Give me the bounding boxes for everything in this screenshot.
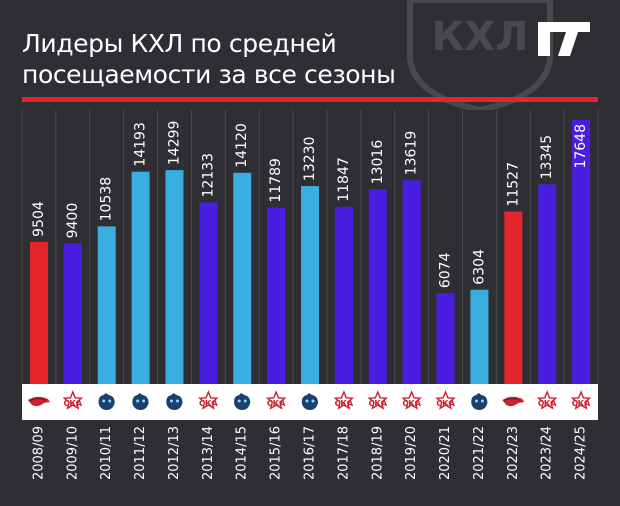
svg-text:СКА: СКА [267, 399, 286, 408]
bar [470, 289, 489, 384]
svg-text:СКА: СКА [402, 399, 421, 408]
hawk-icon [27, 396, 50, 407]
team-icons: СКА СКА СКА СКА СКА СКА СКА СКА СКА [27, 390, 592, 410]
bar-value-label: 9504 [31, 201, 47, 237]
svg-text:СКА: СКА [335, 399, 354, 408]
x-tick-label: 2013/14 [201, 426, 216, 480]
bar [233, 172, 252, 384]
bar-value-label: 11847 [336, 157, 352, 202]
ska-star-icon: СКА [536, 390, 558, 410]
bar [131, 171, 150, 384]
ska-star-icon: СКА [62, 390, 84, 410]
ska-star-icon: СКА [198, 390, 219, 410]
bar-value-label: 13345 [539, 135, 555, 180]
x-tick-label: 2018/19 [370, 426, 385, 480]
svg-text:СКА: СКА [199, 399, 218, 408]
bar [504, 211, 523, 384]
x-tick-label: 2020/21 [438, 426, 453, 480]
x-tick-label: 2012/13 [167, 426, 182, 480]
bar-value-label: 14120 [234, 123, 250, 168]
page-title: Лидеры КХЛ по средней посещаемости за вс… [22, 28, 482, 90]
x-axis-labels: 2008/09 2009/10 2010/11 2011/12 2012/13 2013/… [31, 426, 588, 480]
x-tick-label: 2009/10 [65, 426, 80, 480]
bar-value-label: 12133 [200, 153, 216, 198]
hawk-icon [502, 396, 525, 407]
bar-value-label: 6074 [438, 252, 454, 288]
bar [538, 184, 557, 384]
x-tick-label: 2014/15 [235, 426, 250, 480]
bear-icon [98, 393, 115, 410]
svg-text:СКА: СКА [538, 399, 557, 408]
bar [368, 189, 387, 384]
bar-value-label: 11789 [268, 158, 284, 203]
x-tick-label: 2023/24 [540, 426, 555, 480]
x-tick-label: 2024/25 [574, 426, 589, 480]
bar-value-label: 11527 [505, 162, 521, 207]
x-tick-label: 2011/12 [133, 426, 148, 480]
ska-star-icon: СКА [265, 390, 287, 410]
title-line-1: Лидеры КХЛ по средней [22, 29, 337, 58]
bear-icon [166, 393, 183, 410]
bar [97, 226, 116, 384]
x-tick-label: 2015/16 [269, 426, 284, 480]
x-tick-label: 2019/20 [404, 426, 419, 480]
ska-star-icon: СКА [570, 390, 592, 410]
title-divider [22, 97, 598, 102]
chart-bars: 9504 9400 10538 14193 14299 12133 14120 11789 13… [29, 120, 591, 384]
svg-text:СКА: СКА [64, 399, 83, 408]
bar [436, 293, 455, 384]
bar-value-label: 13016 [370, 140, 386, 185]
bar-value-label: 13619 [404, 131, 420, 176]
khl-shield-icon [407, 0, 553, 110]
bar [402, 180, 421, 384]
bar [334, 206, 353, 384]
bar [199, 202, 218, 384]
bar-value-label: 17648 [573, 124, 589, 169]
bar-value-label: 14193 [133, 122, 149, 167]
title-line-2: посещаемости за все сезоны [22, 60, 396, 89]
svg-text:КХЛ: КХЛ [432, 14, 529, 60]
bar [267, 207, 286, 384]
chart-grid [21, 110, 599, 384]
bear-icon [132, 393, 149, 410]
x-tick-label: 2010/11 [99, 426, 114, 480]
ska-star-icon: СКА [333, 390, 355, 410]
bear-icon [471, 393, 488, 410]
bar-value-label: 9400 [65, 203, 81, 239]
x-tick-label: 2017/18 [336, 426, 351, 480]
x-tick-label: 2022/23 [506, 426, 521, 480]
bar [165, 170, 184, 384]
bar-value-label: 10538 [99, 177, 115, 222]
bar [301, 186, 319, 384]
bear-icon [234, 393, 251, 410]
khl-watermark: КХЛ [407, 0, 553, 110]
bar [29, 241, 48, 384]
ska-star-icon: СКА [401, 390, 422, 410]
ska-star-icon: СКА [435, 390, 456, 410]
bar [63, 243, 82, 384]
bear-icon [301, 393, 318, 410]
bar-value-label: 6304 [471, 249, 487, 285]
x-tick-label: 2008/09 [31, 426, 46, 480]
x-tick-label: 2021/22 [472, 426, 487, 480]
bar-value-label: 14299 [166, 121, 182, 166]
svg-text:СКА: СКА [436, 399, 455, 408]
ska-star-icon: СКА [367, 390, 389, 410]
svg-text:СКА: СКА [572, 399, 591, 408]
publisher-logo-icon [538, 22, 590, 56]
bar-value-label: 13230 [302, 137, 318, 182]
svg-text:СКА: СКА [368, 399, 387, 408]
bar [572, 120, 591, 384]
x-tick-label: 2016/17 [303, 426, 318, 480]
